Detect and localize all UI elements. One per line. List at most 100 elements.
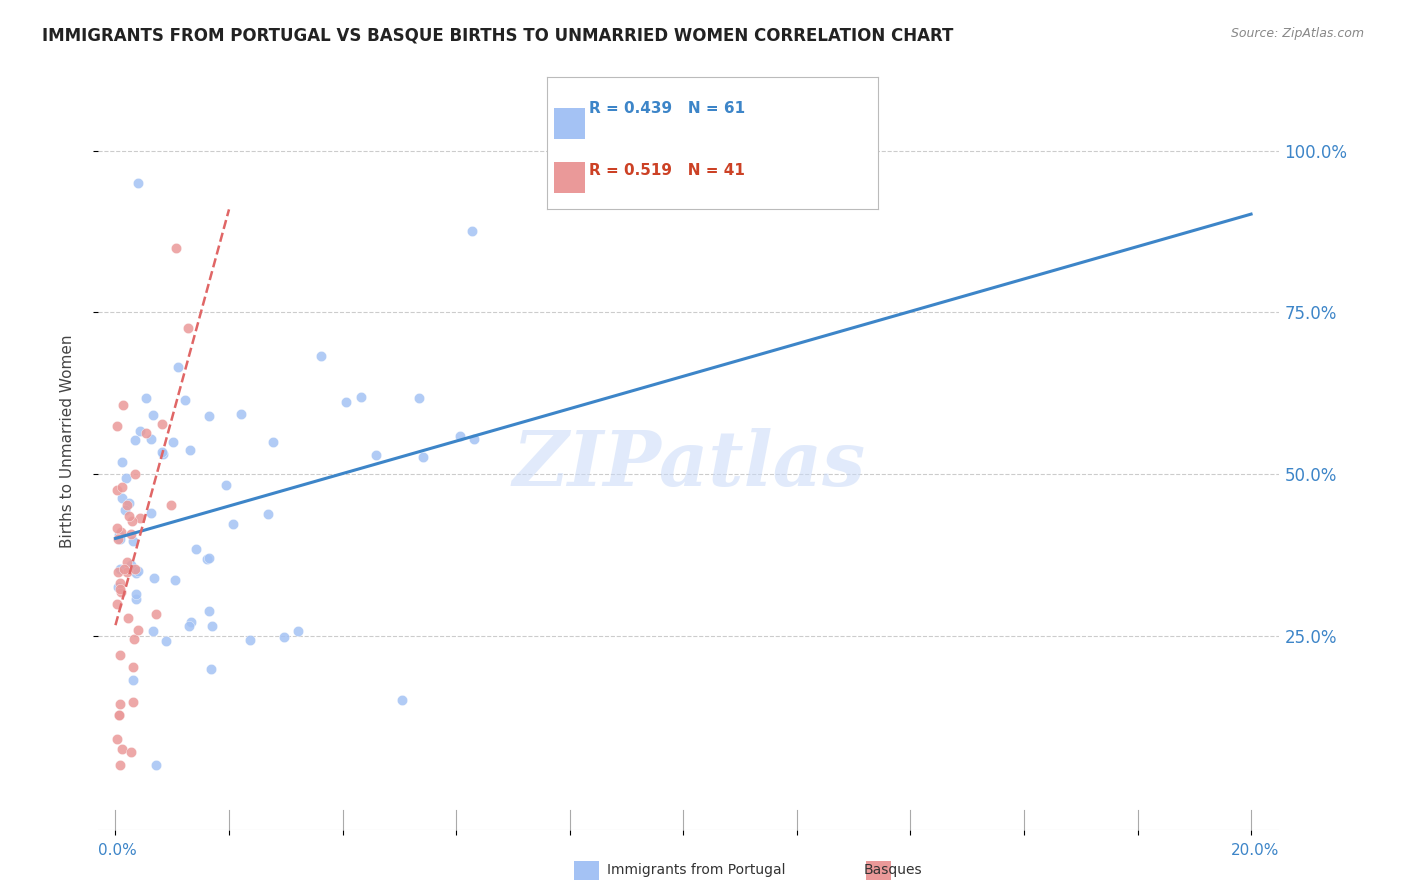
- Text: IMMIGRANTS FROM PORTUGAL VS BASQUE BIRTHS TO UNMARRIED WOMEN CORRELATION CHART: IMMIGRANTS FROM PORTUGAL VS BASQUE BIRTH…: [42, 27, 953, 45]
- Point: [222, 517, 245, 532]
- Point: [309, 349, 332, 363]
- Point: [110, 562, 132, 576]
- Point: [110, 585, 132, 599]
- Point: [150, 445, 173, 459]
- Point: [105, 418, 128, 433]
- Text: R = 0.439   N = 61: R = 0.439 N = 61: [589, 101, 745, 116]
- Point: [179, 443, 201, 458]
- Point: [135, 425, 157, 440]
- Text: 0.0%: 0.0%: [98, 843, 138, 858]
- Point: [197, 604, 219, 618]
- Text: Basques: Basques: [863, 863, 922, 877]
- Point: [364, 448, 387, 462]
- Point: [139, 507, 162, 521]
- Point: [121, 514, 143, 528]
- Point: [108, 532, 131, 546]
- Point: [257, 507, 280, 521]
- Point: [120, 558, 142, 572]
- Point: [110, 525, 132, 540]
- Point: [139, 432, 162, 446]
- Point: [125, 587, 148, 601]
- Point: [105, 731, 128, 746]
- Point: [124, 434, 146, 448]
- Point: [108, 528, 131, 542]
- Point: [121, 745, 143, 759]
- Point: [124, 562, 146, 576]
- Point: [124, 632, 146, 646]
- Point: [110, 648, 132, 662]
- Point: [108, 576, 131, 591]
- Point: [152, 447, 174, 461]
- Point: [408, 391, 430, 405]
- Point: [112, 398, 135, 412]
- Point: [135, 391, 157, 405]
- Point: [125, 591, 148, 606]
- Point: [142, 624, 165, 639]
- Point: [141, 409, 163, 423]
- Point: [163, 573, 186, 587]
- Point: [112, 562, 135, 576]
- Text: 20.0%: 20.0%: [1232, 843, 1279, 858]
- Point: [110, 742, 132, 756]
- Point: [239, 632, 262, 647]
- Point: [121, 533, 143, 548]
- Point: [122, 660, 145, 674]
- Point: [127, 176, 149, 190]
- Point: [145, 757, 167, 772]
- Point: [152, 417, 174, 432]
- Point: [262, 435, 284, 450]
- Point: [115, 498, 138, 512]
- Point: [107, 565, 129, 579]
- Point: [107, 580, 129, 594]
- Point: [195, 552, 218, 566]
- Point: [197, 550, 219, 565]
- Point: [114, 503, 136, 517]
- Point: [200, 662, 222, 676]
- Point: [127, 564, 149, 578]
- Point: [108, 582, 131, 596]
- Point: [186, 542, 208, 557]
- Point: [335, 395, 357, 409]
- Point: [201, 619, 224, 633]
- Point: [108, 757, 131, 772]
- Point: [231, 407, 253, 421]
- Point: [105, 483, 128, 497]
- Text: Source: ZipAtlas.com: Source: ZipAtlas.com: [1230, 27, 1364, 40]
- Point: [160, 498, 183, 512]
- Point: [107, 532, 129, 546]
- Point: [287, 624, 309, 639]
- Text: ZIPatlas: ZIPatlas: [512, 428, 866, 502]
- Point: [412, 450, 434, 464]
- Point: [198, 409, 221, 423]
- Point: [145, 607, 167, 622]
- Point: [120, 527, 142, 541]
- Point: [449, 429, 471, 443]
- Point: [110, 491, 132, 505]
- Point: [174, 392, 197, 407]
- Point: [108, 698, 131, 712]
- Point: [391, 693, 413, 707]
- Point: [117, 509, 139, 524]
- Point: [108, 707, 131, 722]
- Point: [117, 566, 139, 580]
- Point: [177, 321, 200, 335]
- Point: [115, 471, 138, 485]
- Y-axis label: Births to Unmarried Women: Births to Unmarried Women: [60, 334, 75, 549]
- Point: [273, 630, 295, 644]
- Point: [166, 360, 188, 375]
- Point: [463, 432, 485, 446]
- Point: [180, 615, 202, 629]
- Point: [165, 240, 187, 255]
- Point: [121, 673, 143, 687]
- Point: [128, 511, 150, 525]
- Point: [107, 708, 129, 723]
- Text: Immigrants from Portugal: Immigrants from Portugal: [607, 863, 785, 877]
- Point: [118, 496, 141, 510]
- Point: [117, 611, 139, 625]
- Point: [115, 555, 138, 569]
- Text: R = 0.519   N = 41: R = 0.519 N = 41: [589, 162, 745, 178]
- Point: [111, 480, 134, 494]
- Point: [111, 455, 134, 469]
- Point: [461, 224, 484, 238]
- Point: [155, 634, 177, 648]
